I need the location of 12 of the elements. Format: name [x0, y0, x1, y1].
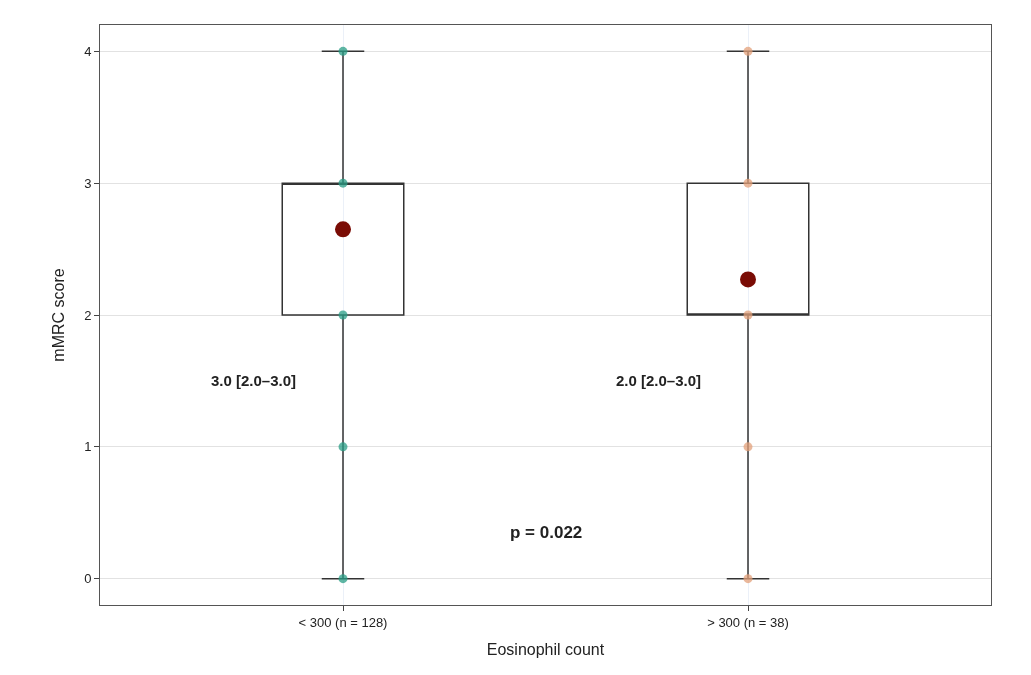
y-axis-title: mMRC score: [50, 268, 68, 362]
y-tick-label: 0: [84, 571, 92, 587]
y-tick-label: 3: [84, 175, 92, 191]
x-tick-label: < 300 (n = 128): [298, 614, 388, 630]
y-tick-label: 1: [84, 439, 92, 455]
x-axis-title: Eosinophil count: [486, 641, 605, 659]
x-tick-label: > 300 (n = 38): [707, 614, 789, 630]
y-tick-label: 4: [84, 43, 92, 59]
annotation: 3.0 [2.0–3.0]: [211, 372, 297, 389]
y-tick-label: 2: [84, 307, 92, 323]
annotation: 2.0 [2.0–3.0]: [616, 372, 702, 389]
annotation: p = 0.022: [510, 523, 583, 542]
